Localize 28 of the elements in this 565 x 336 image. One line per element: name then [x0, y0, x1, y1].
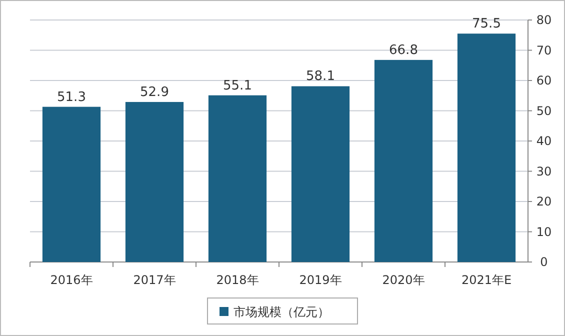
bar: [457, 34, 516, 262]
data-label: 55.1: [223, 78, 252, 94]
bar: [208, 95, 267, 262]
data-label: 51.3: [57, 90, 86, 105]
y-tick-label: 0: [540, 255, 548, 269]
y-tick-label: 50: [536, 104, 552, 118]
data-label: 66.8: [389, 42, 418, 58]
y-tick-label: 40: [536, 134, 552, 148]
legend-label: 市场规模（亿元）: [234, 305, 330, 319]
data-label: 52.9: [140, 84, 169, 100]
y-tick-label: 30: [536, 164, 552, 178]
y-tick-label: 10: [536, 224, 552, 239]
y-tick-label: 60: [536, 74, 552, 88]
x-tick-label: 2021年E: [461, 273, 512, 287]
x-tick-label: 2017年: [133, 273, 176, 287]
y-tick-label: 80: [536, 13, 552, 27]
x-tick-label: 2020年: [382, 273, 425, 287]
data-label: 58.1: [306, 69, 335, 84]
x-tick-label: 2018年: [216, 273, 259, 287]
data-label: 75.5: [472, 16, 501, 32]
bar: [42, 106, 101, 262]
y-tick-label: 20: [536, 194, 552, 208]
x-tick-label: 2016年: [50, 273, 93, 287]
x-tick-label: 2019年: [299, 273, 342, 287]
bar: [291, 86, 350, 262]
y-tick-label: 70: [536, 43, 552, 58]
bar: [374, 60, 433, 262]
bar: [125, 102, 184, 262]
